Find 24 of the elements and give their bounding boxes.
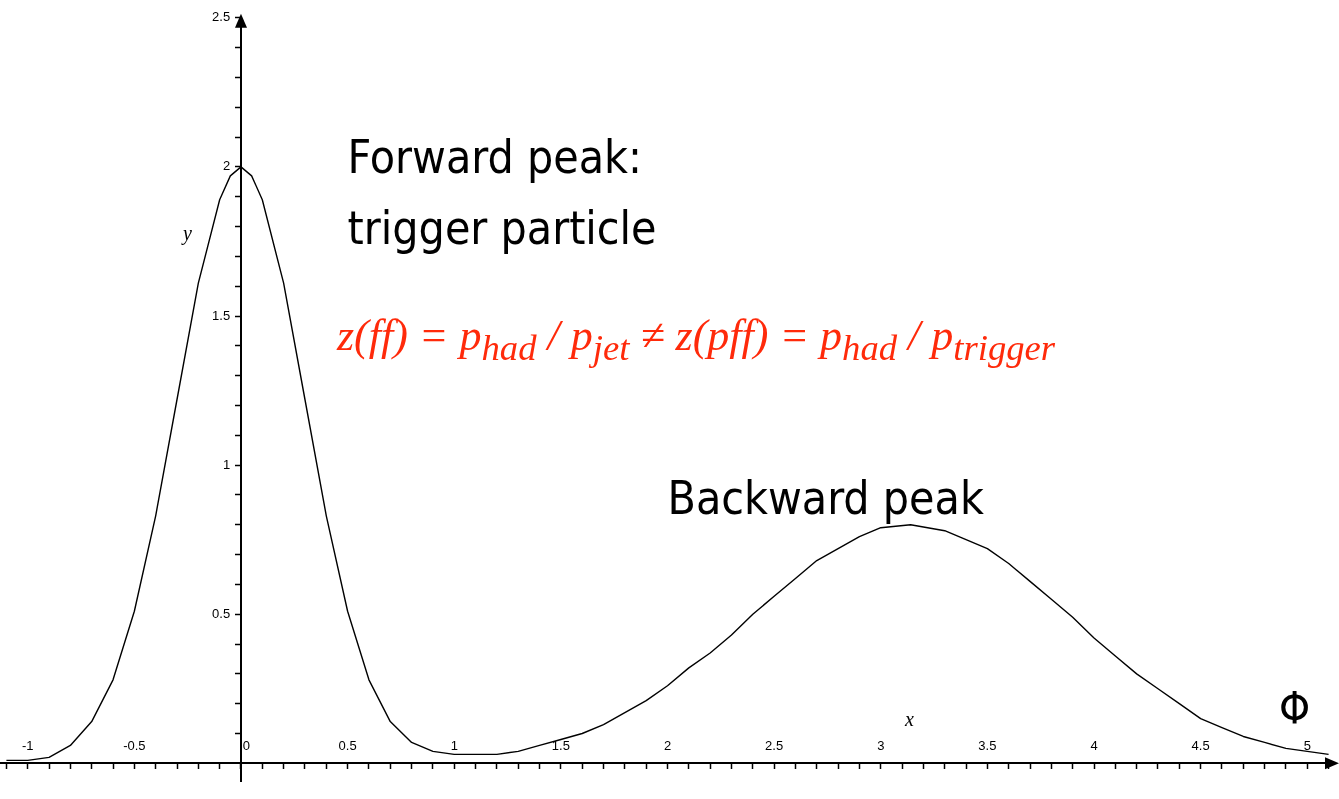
x-tick-label: 2.5 [765, 737, 784, 753]
y-tick-label: 0.5 [212, 605, 241, 621]
y-axis-title: y [182, 222, 192, 245]
x-tick-label: 3 [877, 737, 885, 753]
x-tick-label: 0 [231, 737, 251, 753]
x-tick-label: 4.5 [1191, 737, 1210, 753]
y-tick-label: 1 [222, 456, 241, 472]
x-tick-label: 5 [1303, 737, 1311, 753]
annotation: z(ff) = p$_{had}$ / p$_{jet}$ ≠ z(pff) = p$_{had}$ / p$_{trigger}$ [336, 310, 1056, 370]
x-tick-label: 4 [1090, 737, 1098, 753]
annotation: Φ [1279, 682, 1311, 736]
x-tick-label: 1 [450, 737, 458, 753]
x-tick-label: -0.5 [123, 737, 146, 753]
x-tick-label: 2 [663, 737, 672, 753]
annotation: Forward peak: trigger particle [347, 129, 657, 258]
y-tick-label: 2 [222, 158, 241, 174]
annotation: Backward peak [667, 471, 984, 527]
x-tick-label: 3.5 [978, 737, 997, 753]
x-tick-label: 1.5 [551, 737, 570, 753]
y-tick-label: 2.5 [212, 9, 241, 25]
x-axis-title: x [905, 708, 914, 732]
x-tick-label: -1 [21, 737, 34, 753]
y-tick-label: 1.5 [212, 307, 241, 323]
x-tick-label: 0.5 [338, 737, 357, 753]
